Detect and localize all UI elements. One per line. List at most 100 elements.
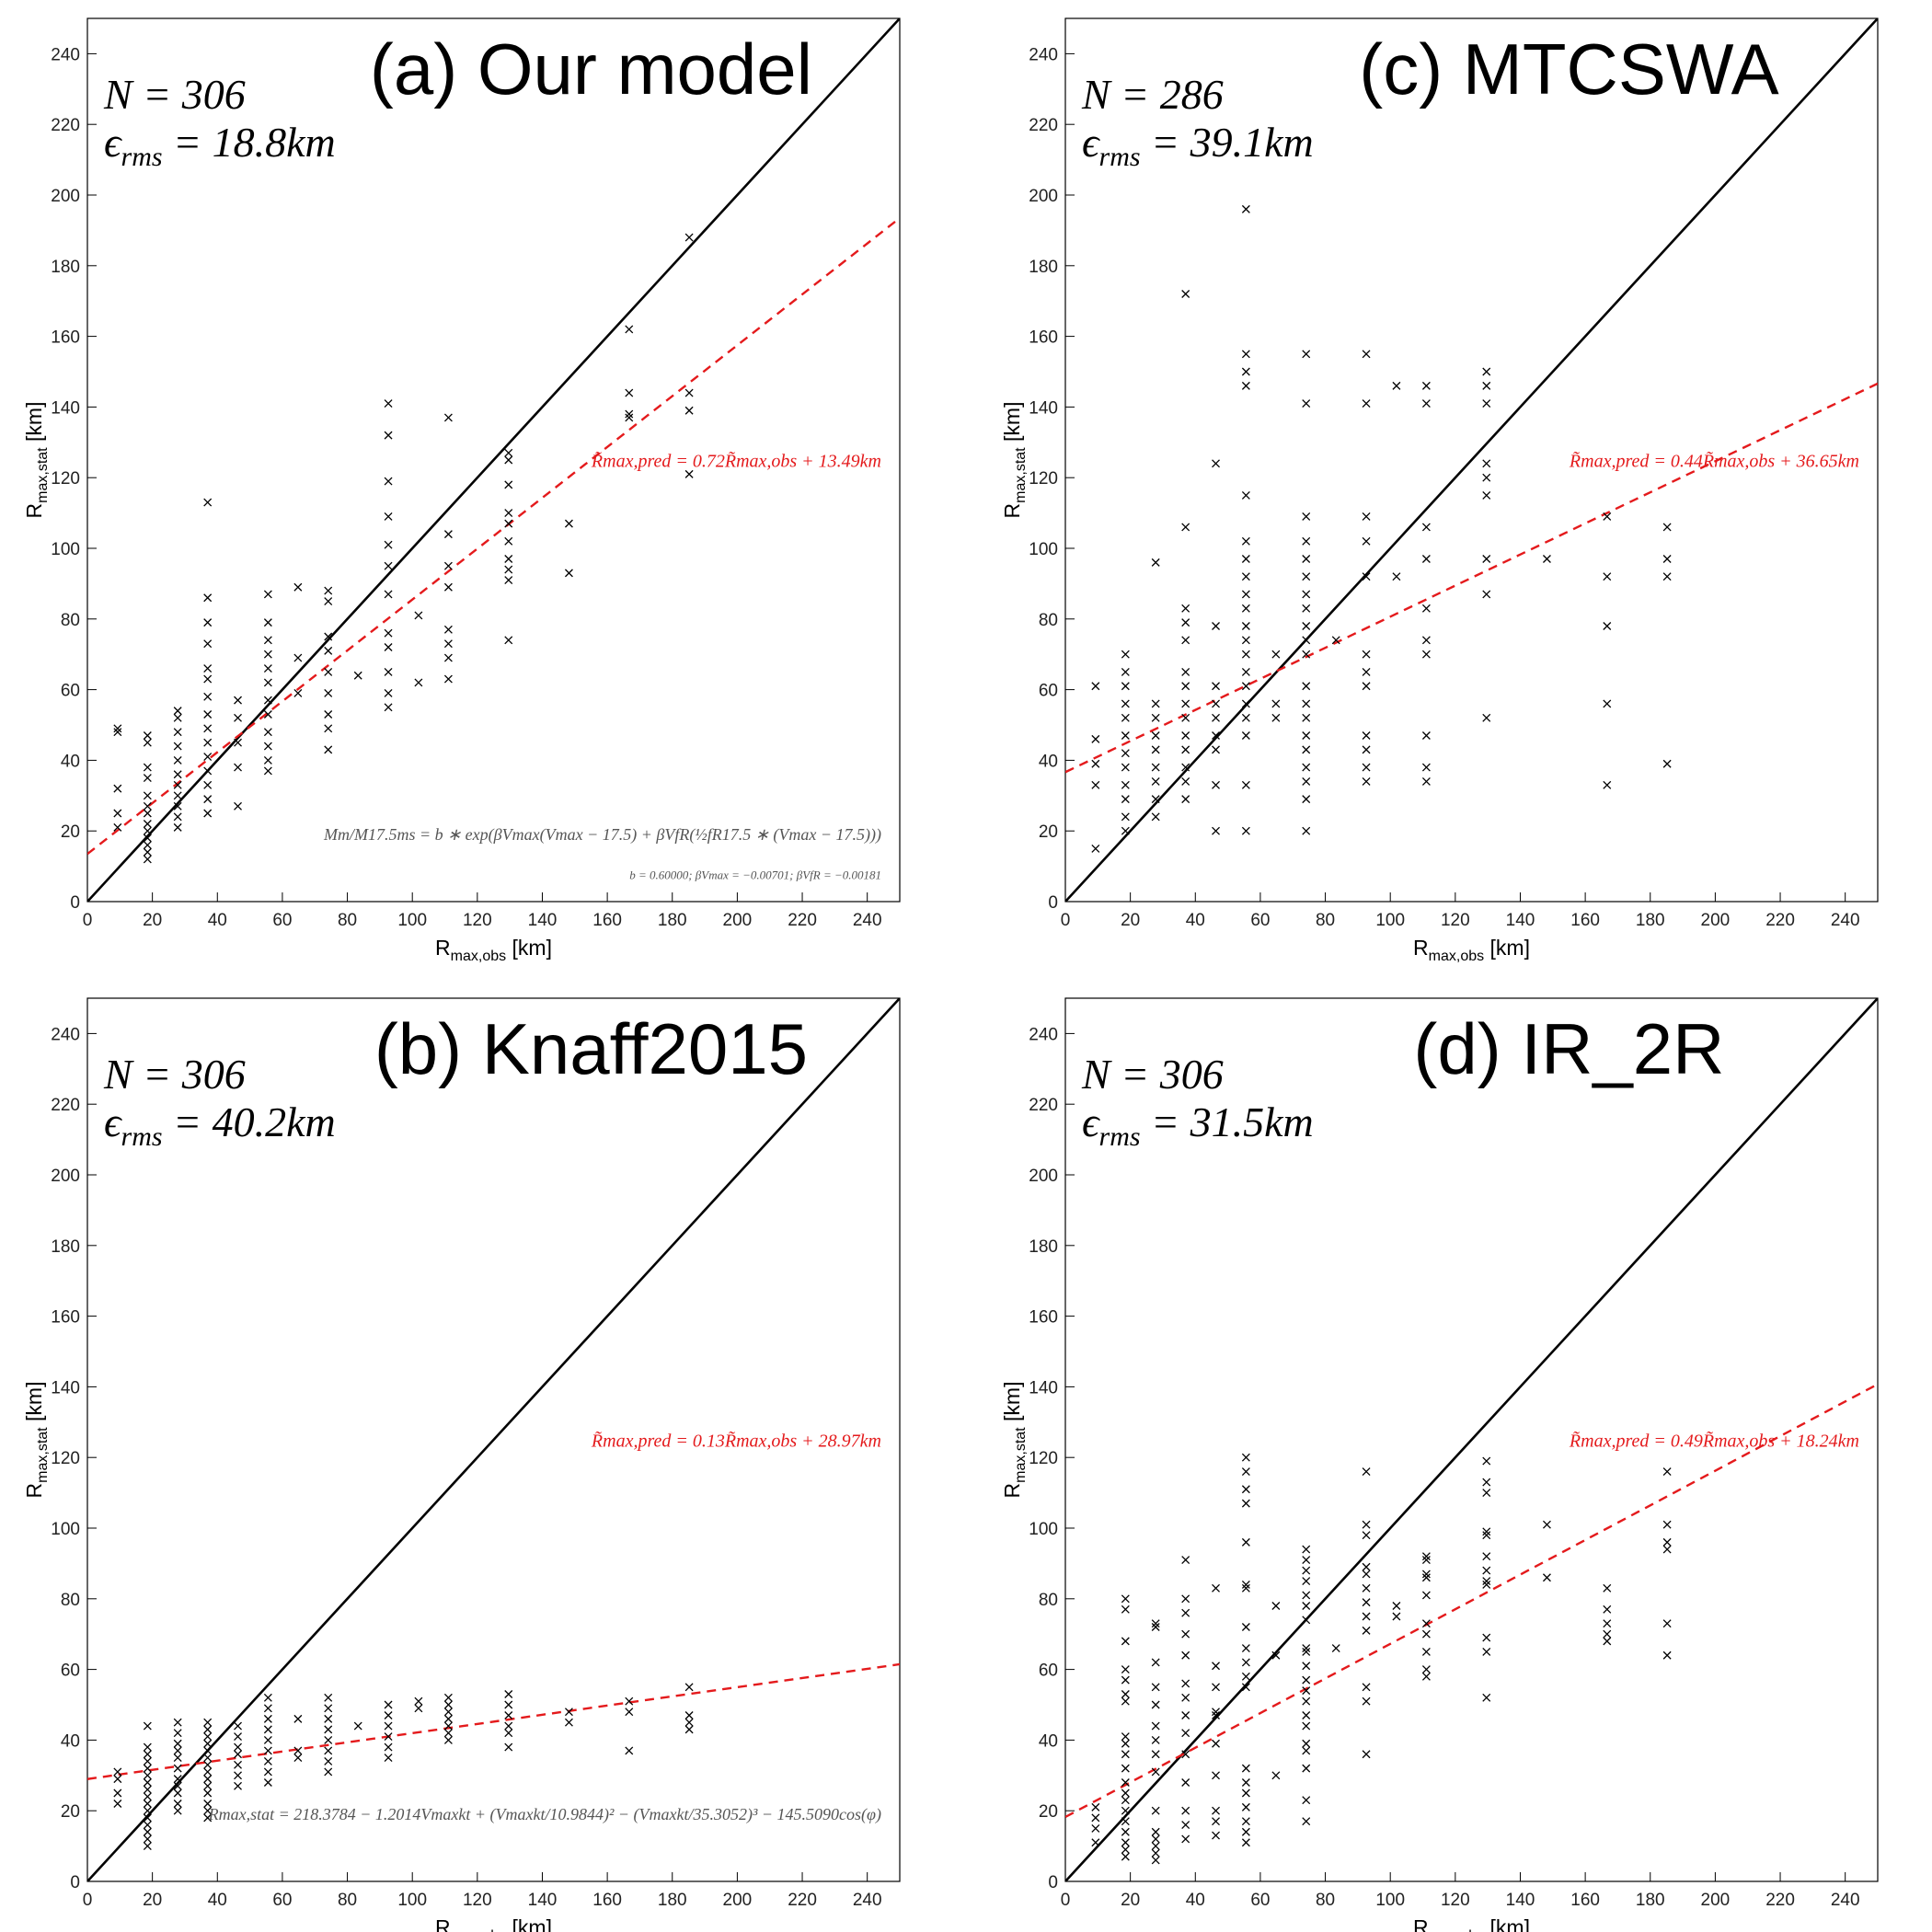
data-point: [1241, 1658, 1250, 1667]
data-point: [443, 1729, 453, 1738]
data-point: [1212, 699, 1220, 708]
data-point: [1151, 699, 1160, 708]
data-point: [1662, 1467, 1672, 1477]
x-tick-label: 200: [1701, 911, 1731, 930]
data-point: [143, 820, 152, 828]
data-point: [203, 1725, 213, 1734]
data-point: [1151, 1834, 1160, 1844]
data-point: [203, 766, 213, 776]
data-point: [1421, 1619, 1431, 1628]
y-axis-label-main: R: [1000, 1483, 1024, 1499]
data-point: [263, 1746, 272, 1755]
data-point: [1662, 1545, 1672, 1554]
data-point: [1302, 650, 1311, 659]
data-point: [1302, 731, 1311, 740]
data-point: [1241, 204, 1250, 213]
count-label: N = 306: [1081, 1051, 1224, 1098]
data-point: [1362, 776, 1371, 786]
data-point: [414, 1696, 423, 1706]
data-point: [564, 569, 573, 578]
data-point: [1151, 763, 1160, 772]
data-point: [143, 1785, 152, 1794]
data-point: [1181, 618, 1190, 627]
data-point: [1482, 590, 1491, 599]
x-axis-label-main: R: [1413, 1915, 1429, 1932]
rms-label: ϵrms = 18.8km: [104, 119, 336, 172]
data-point: [1121, 749, 1130, 758]
data-point: [1121, 1739, 1130, 1748]
data-point: [1482, 381, 1491, 390]
data-point: [1151, 558, 1160, 567]
data-point: [203, 1718, 213, 1727]
data-point: [1181, 1711, 1190, 1719]
data-point: [143, 1771, 152, 1780]
y-tick-label: 240: [51, 45, 80, 64]
data-point: [234, 1760, 242, 1769]
data-point: [1121, 1665, 1130, 1674]
data-point: [1151, 745, 1160, 754]
data-point: [1421, 731, 1431, 740]
x-axis-label-main: R: [435, 1915, 451, 1932]
data-point: [1151, 1842, 1160, 1851]
data-point: [1302, 1647, 1311, 1656]
rms-text: = 40.2km: [163, 1098, 336, 1145]
data-point: [1421, 763, 1431, 772]
data-point: [1302, 1602, 1311, 1610]
data-point: [1212, 1739, 1220, 1748]
data-point: [1151, 1827, 1160, 1836]
data-point: [143, 1806, 152, 1815]
data-point: [1181, 1608, 1190, 1617]
data-point: [1662, 1650, 1672, 1660]
data-point: [173, 1800, 182, 1808]
data-point: [1241, 682, 1250, 691]
x-tick-label: 0: [1061, 911, 1071, 930]
y-tick-label: 160: [1029, 328, 1058, 348]
data-point: [384, 667, 393, 676]
x-tick-label: 40: [1186, 1891, 1205, 1910]
data-point: [1181, 1778, 1190, 1787]
panel-title: (b) Knaff2015: [374, 1008, 808, 1089]
x-axis-label: Rmax,obs [km]: [1413, 936, 1530, 964]
data-point: [384, 688, 393, 697]
data-point: [173, 801, 182, 811]
count-label: N = 286: [1081, 71, 1224, 118]
data-point: [1151, 1735, 1160, 1744]
x-tick-label: 140: [528, 1891, 558, 1910]
data-point: [1241, 604, 1250, 613]
data-point: [384, 628, 393, 638]
data-point: [1121, 1852, 1130, 1861]
data-point: [1603, 1629, 1612, 1639]
data-point: [684, 469, 694, 478]
data-point: [1603, 622, 1612, 630]
data-point: [1241, 699, 1250, 708]
y-axis-label-unit: [km]: [22, 1382, 46, 1428]
data-point: [1181, 745, 1190, 754]
data-point: [1212, 1711, 1220, 1719]
data-point: [504, 1700, 513, 1709]
data-point: [203, 738, 213, 747]
data-point: [263, 636, 272, 645]
data-point: [324, 1767, 333, 1777]
data-point: [173, 1746, 182, 1755]
data-point: [1421, 555, 1431, 563]
data-point: [293, 653, 303, 662]
data-point: [263, 742, 272, 751]
y-tick-label: 120: [51, 469, 80, 489]
data-point: [143, 1750, 152, 1759]
rms-label: ϵrms = 31.5km: [1082, 1098, 1314, 1152]
data-point: [384, 1721, 393, 1731]
data-point: [234, 1771, 242, 1780]
data-point: [143, 1821, 152, 1830]
data-point: [384, 1754, 393, 1763]
data-point: [203, 1813, 213, 1823]
data-point: [1421, 650, 1431, 659]
data-point: [1362, 512, 1371, 521]
x-tick-label: 220: [1765, 911, 1795, 930]
x-tick-label: 180: [1636, 1891, 1665, 1910]
data-point: [1362, 399, 1371, 408]
data-point: [263, 755, 272, 765]
data-point: [1181, 636, 1190, 645]
data-point: [1421, 523, 1431, 532]
data-point: [1121, 1637, 1130, 1646]
data-point: [1151, 1623, 1160, 1631]
